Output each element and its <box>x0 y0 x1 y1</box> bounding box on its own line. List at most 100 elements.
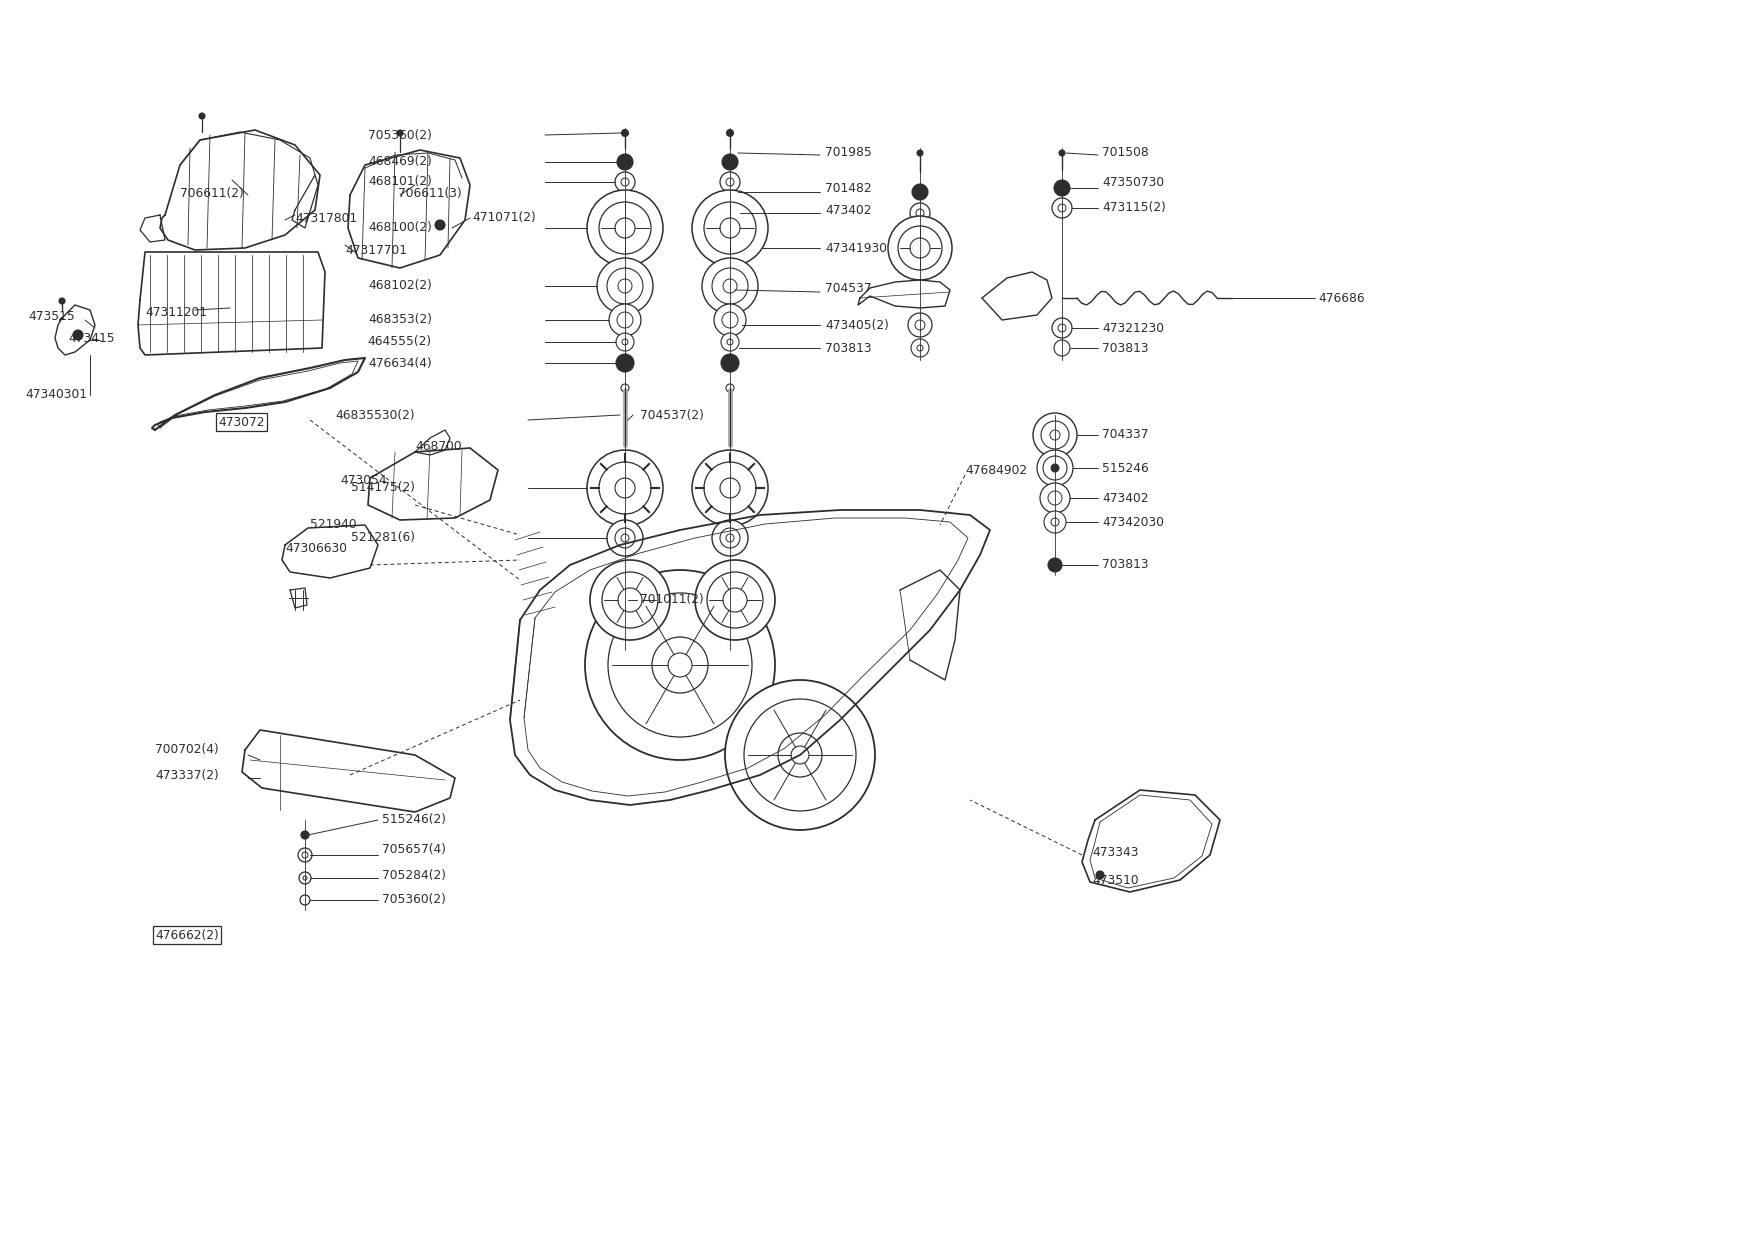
Text: 468700: 468700 <box>416 440 461 454</box>
Circle shape <box>621 129 628 136</box>
Circle shape <box>719 477 740 498</box>
Text: 468469(2): 468469(2) <box>368 155 431 169</box>
Circle shape <box>726 339 733 345</box>
Circle shape <box>602 572 658 627</box>
Circle shape <box>703 463 756 515</box>
Text: 47340301: 47340301 <box>25 388 88 402</box>
Text: 704537(2): 704537(2) <box>640 408 703 422</box>
Text: 473054: 473054 <box>340 474 386 486</box>
Text: 701011(2): 701011(2) <box>640 594 703 606</box>
Text: 521940: 521940 <box>310 518 356 532</box>
Text: 473115(2): 473115(2) <box>1102 201 1166 215</box>
Circle shape <box>910 339 930 357</box>
Text: 705284(2): 705284(2) <box>382 868 446 882</box>
Text: 473402: 473402 <box>1102 491 1149 505</box>
Circle shape <box>298 848 312 862</box>
Circle shape <box>621 179 630 186</box>
Circle shape <box>623 339 628 345</box>
Text: 515246(2): 515246(2) <box>382 813 446 827</box>
Circle shape <box>910 238 930 258</box>
Circle shape <box>588 450 663 526</box>
Text: 703813: 703813 <box>1102 341 1149 355</box>
Circle shape <box>586 570 775 760</box>
Circle shape <box>726 384 733 392</box>
Circle shape <box>724 680 875 830</box>
Text: 704337: 704337 <box>1102 429 1149 441</box>
Text: 701508: 701508 <box>1102 146 1149 160</box>
Circle shape <box>1044 456 1066 480</box>
Circle shape <box>1058 205 1066 212</box>
Text: 473402: 473402 <box>824 203 872 217</box>
Circle shape <box>616 334 633 351</box>
Text: 468102(2): 468102(2) <box>368 279 431 293</box>
Circle shape <box>726 179 733 186</box>
Circle shape <box>616 528 635 548</box>
Circle shape <box>1052 317 1072 339</box>
Text: 705360(2): 705360(2) <box>368 129 431 141</box>
Text: 47684902: 47684902 <box>965 464 1028 476</box>
Text: 473405(2): 473405(2) <box>824 319 889 331</box>
Text: 464555(2): 464555(2) <box>368 336 431 348</box>
Text: 515246: 515246 <box>1102 461 1149 475</box>
Circle shape <box>300 895 310 905</box>
Circle shape <box>707 572 763 627</box>
Circle shape <box>714 304 745 336</box>
Circle shape <box>198 113 205 119</box>
Circle shape <box>1096 870 1103 879</box>
Circle shape <box>1047 558 1061 572</box>
Text: 468353(2): 468353(2) <box>368 314 431 326</box>
Circle shape <box>723 312 738 329</box>
Circle shape <box>695 560 775 640</box>
Text: 473337(2): 473337(2) <box>154 769 219 781</box>
Circle shape <box>703 202 756 254</box>
Circle shape <box>917 345 923 351</box>
Circle shape <box>898 226 942 270</box>
Circle shape <box>791 746 809 764</box>
Circle shape <box>910 203 930 223</box>
Circle shape <box>1040 484 1070 513</box>
Circle shape <box>607 268 644 304</box>
Circle shape <box>1037 450 1073 486</box>
Circle shape <box>617 154 633 170</box>
Text: 468101(2): 468101(2) <box>368 176 431 188</box>
Circle shape <box>600 463 651 515</box>
Circle shape <box>888 216 952 280</box>
Text: 47321230: 47321230 <box>1102 321 1165 335</box>
Text: 703813: 703813 <box>824 341 872 355</box>
Circle shape <box>596 258 652 314</box>
Circle shape <box>60 298 65 304</box>
Text: 514175(2): 514175(2) <box>351 481 416 495</box>
Circle shape <box>723 154 738 170</box>
Circle shape <box>1047 491 1061 505</box>
Circle shape <box>1042 422 1068 449</box>
Circle shape <box>609 593 752 737</box>
Text: 468100(2): 468100(2) <box>368 222 431 234</box>
Text: 473510: 473510 <box>1093 873 1138 887</box>
Circle shape <box>616 477 635 498</box>
Circle shape <box>723 588 747 613</box>
Text: 47311201: 47311201 <box>146 305 207 319</box>
Circle shape <box>617 279 631 293</box>
Circle shape <box>1058 324 1066 332</box>
Circle shape <box>744 699 856 811</box>
Text: 703813: 703813 <box>1102 558 1149 572</box>
Circle shape <box>617 312 633 329</box>
Circle shape <box>303 875 307 880</box>
Text: 473343: 473343 <box>1093 846 1138 858</box>
Text: 47350730: 47350730 <box>1102 176 1165 188</box>
Circle shape <box>917 150 923 156</box>
Circle shape <box>609 304 640 336</box>
Circle shape <box>616 218 635 238</box>
Text: 706611(3): 706611(3) <box>398 186 461 200</box>
Circle shape <box>779 733 823 777</box>
Circle shape <box>652 637 709 693</box>
Text: 521281(6): 521281(6) <box>351 532 416 544</box>
Text: 47306630: 47306630 <box>284 542 347 554</box>
Circle shape <box>723 279 737 293</box>
Text: 476662(2): 476662(2) <box>154 929 219 941</box>
Text: 701482: 701482 <box>824 181 872 195</box>
Text: 46835530(2): 46835530(2) <box>335 408 416 422</box>
Circle shape <box>600 202 651 254</box>
Circle shape <box>916 320 924 330</box>
Circle shape <box>588 190 663 267</box>
